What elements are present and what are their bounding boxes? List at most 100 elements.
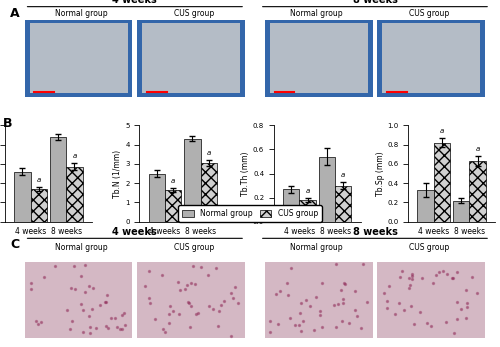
Text: a: a [440, 128, 444, 134]
Point [102, 299, 110, 305]
FancyBboxPatch shape [378, 20, 485, 97]
Bar [50, 137, 66, 222]
Point [297, 300, 305, 305]
Point [86, 325, 94, 330]
Text: a: a [306, 188, 310, 194]
Text: 4 weeks: 4 weeks [112, 0, 157, 5]
Text: Normal group: Normal group [54, 243, 108, 252]
Point [291, 322, 299, 328]
Point [312, 294, 320, 300]
Y-axis label: Tb.Sp (mm): Tb.Sp (mm) [376, 151, 384, 196]
Bar [66, 167, 82, 222]
Point [332, 261, 340, 267]
Bar [470, 161, 486, 222]
Point [408, 271, 416, 277]
FancyBboxPatch shape [382, 23, 480, 93]
Point [217, 303, 225, 308]
Point [234, 300, 242, 306]
Point [174, 280, 182, 285]
FancyBboxPatch shape [142, 23, 240, 93]
Point [212, 265, 220, 271]
Point [159, 327, 167, 332]
Point [316, 313, 324, 318]
Point [406, 304, 414, 309]
Text: 8 weeks: 8 weeks [352, 227, 398, 237]
Text: Normal group: Normal group [290, 243, 343, 252]
Point [113, 324, 121, 330]
Point [80, 307, 88, 313]
Point [408, 273, 416, 279]
Point [427, 323, 435, 329]
Y-axis label: Tb.N (1/mm): Tb.N (1/mm) [114, 150, 122, 197]
Point [68, 318, 76, 324]
Point [146, 301, 154, 306]
FancyBboxPatch shape [138, 262, 245, 338]
Text: a: a [341, 172, 345, 178]
FancyBboxPatch shape [24, 262, 132, 338]
Point [405, 285, 413, 291]
Point [166, 312, 173, 317]
Bar [200, 163, 217, 222]
Point [453, 299, 461, 305]
Point [84, 283, 92, 288]
Point [192, 311, 200, 316]
Point [394, 300, 402, 306]
Point [86, 330, 94, 336]
Point [152, 316, 160, 322]
Bar [14, 171, 30, 222]
Text: B: B [2, 118, 12, 130]
Text: a: a [476, 146, 480, 152]
Text: 4 weeks: 4 weeks [112, 227, 157, 237]
Point [96, 302, 104, 307]
Text: Normal group: Normal group [54, 9, 108, 18]
Point [158, 272, 166, 278]
Point [70, 286, 78, 291]
Point [462, 287, 469, 293]
Point [266, 330, 274, 335]
Bar [165, 190, 182, 222]
Point [344, 321, 352, 326]
Text: Normal group: Normal group [290, 9, 343, 18]
Point [116, 326, 124, 331]
Point [63, 307, 71, 313]
Point [66, 327, 74, 332]
Bar [453, 201, 469, 222]
Text: A: A [10, 7, 20, 20]
Point [79, 329, 87, 335]
Point [205, 303, 213, 308]
Point [28, 286, 36, 292]
Point [266, 318, 274, 324]
Point [214, 323, 222, 329]
Point [400, 307, 407, 313]
Point [338, 287, 345, 293]
Point [111, 316, 119, 321]
Point [190, 264, 198, 269]
Point [140, 283, 148, 289]
Point [432, 272, 440, 278]
Point [295, 322, 303, 328]
Point [118, 312, 126, 318]
Point [194, 310, 202, 315]
Point [164, 320, 172, 326]
Point [357, 325, 365, 331]
Point [468, 274, 476, 280]
Point [102, 323, 110, 329]
Point [297, 328, 305, 333]
Point [338, 318, 346, 323]
Point [385, 283, 393, 288]
Bar [434, 143, 450, 222]
Point [76, 273, 84, 278]
Point [462, 316, 470, 321]
Point [284, 280, 292, 286]
Point [463, 304, 471, 310]
Bar [318, 156, 335, 222]
Bar [300, 200, 316, 222]
Point [40, 274, 48, 280]
Point [197, 264, 205, 270]
Point [339, 297, 347, 302]
Bar [30, 189, 47, 222]
Point [88, 307, 96, 312]
Point [92, 325, 100, 330]
Point [444, 271, 452, 277]
Point [274, 321, 282, 327]
